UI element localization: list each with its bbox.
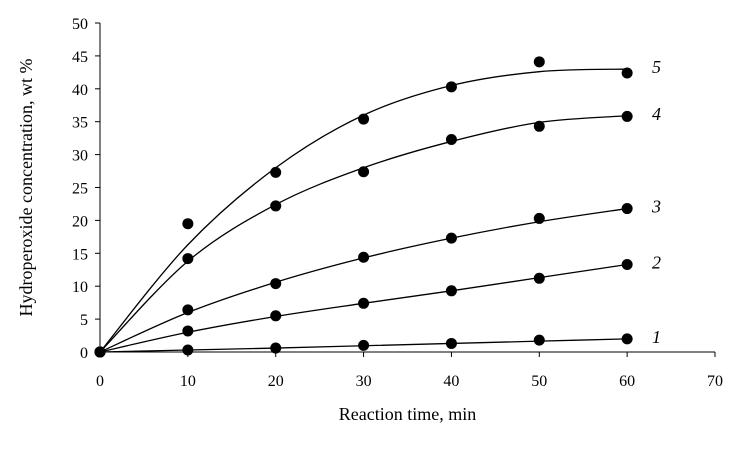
y-tick-label: 50	[72, 16, 88, 33]
x-tick-label: 10	[180, 373, 196, 390]
data-point-5	[445, 81, 457, 93]
data-point-2	[358, 297, 370, 309]
fit-curve-3	[99, 207, 628, 353]
series-label-1: 1	[652, 327, 661, 347]
data-point-3	[270, 278, 282, 290]
y-tick-label: 20	[72, 213, 88, 230]
data-point-5	[621, 67, 633, 79]
y-axis-title: Hydroperoxide concentration, wt %	[16, 59, 36, 317]
y-tick-label: 35	[72, 115, 88, 132]
x-tick-label: 0	[96, 373, 104, 390]
data-point-5	[182, 218, 194, 230]
series-label-5: 5	[652, 57, 661, 77]
x-tick-label: 70	[707, 373, 723, 390]
data-point-4	[533, 120, 545, 132]
data-point-5	[270, 166, 282, 178]
y-tick-label: 5	[80, 312, 88, 329]
data-point-1	[445, 337, 457, 349]
data-point-5	[94, 346, 106, 358]
data-point-2	[621, 258, 633, 270]
data-point-4	[182, 253, 194, 265]
data-point-3	[358, 251, 370, 263]
data-point-2	[445, 285, 457, 297]
data-points	[94, 56, 633, 358]
data-point-1	[358, 339, 370, 351]
fitted-curves	[99, 68, 628, 353]
x-tick-label: 20	[268, 373, 284, 390]
data-point-3	[445, 232, 457, 244]
data-point-3	[621, 203, 633, 215]
y-tick-label: 30	[72, 148, 88, 165]
y-tick-label: 15	[72, 246, 88, 263]
y-tick-label: 0	[80, 345, 88, 362]
fit-curve-5	[99, 68, 628, 353]
data-point-4	[270, 200, 282, 212]
data-point-4	[445, 133, 457, 145]
data-point-4	[358, 166, 370, 178]
y-tick-label: 10	[72, 279, 88, 296]
data-point-5	[533, 56, 545, 68]
data-point-1	[182, 344, 194, 356]
x-tick-label: 50	[531, 373, 547, 390]
y-tick-label: 25	[72, 181, 88, 198]
data-point-4	[621, 110, 633, 122]
data-point-2	[270, 310, 282, 322]
data-point-3	[182, 304, 194, 316]
series-label-2: 2	[652, 252, 661, 272]
x-axis-title: Reaction time, min	[339, 404, 476, 424]
data-point-2	[533, 272, 545, 284]
data-point-1	[270, 342, 282, 354]
series-labels: 1 2 3 4 5	[651, 57, 661, 347]
y-tick-label: 45	[72, 49, 88, 66]
data-point-3	[533, 212, 545, 224]
y-tick-label: 40	[72, 82, 88, 99]
x-tick-label: 40	[443, 373, 459, 390]
data-point-1	[621, 333, 633, 345]
data-point-2	[182, 325, 194, 337]
series-label-3: 3	[651, 197, 661, 217]
x-tick-label: 60	[619, 373, 635, 390]
x-tick-label: 30	[356, 373, 372, 390]
data-point-5	[358, 113, 370, 125]
series-label-4: 4	[652, 104, 661, 124]
data-point-1	[533, 334, 545, 346]
